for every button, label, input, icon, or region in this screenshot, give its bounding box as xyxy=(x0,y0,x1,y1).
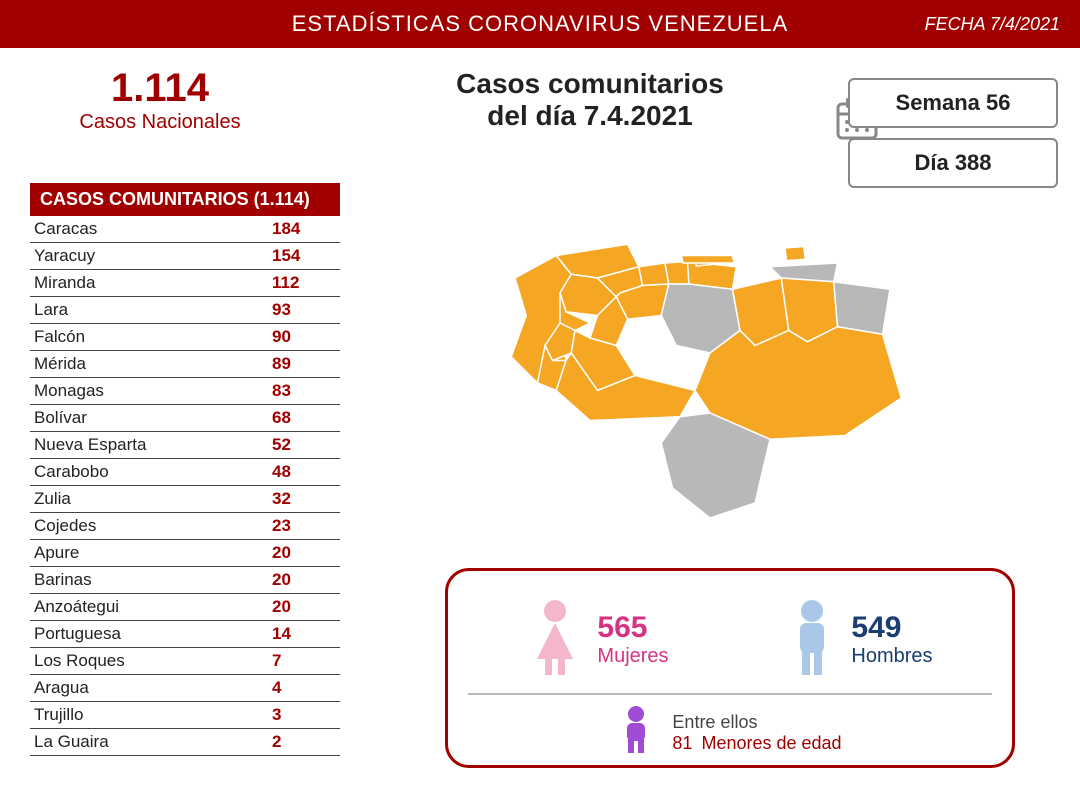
state-name: Apure xyxy=(34,543,79,563)
state-value: 20 xyxy=(272,543,332,563)
table-row: Miranda 112 xyxy=(30,270,340,297)
table-row: Monagas 83 xyxy=(30,378,340,405)
venezuela-map xyxy=(400,203,1020,533)
state-value: 7 xyxy=(272,651,332,671)
state-value: 48 xyxy=(272,462,332,482)
region-aragua xyxy=(665,262,689,285)
week-box: Semana 56 xyxy=(848,78,1058,128)
state-value: 20 xyxy=(272,597,332,617)
table-row: Portuguesa 14 xyxy=(30,621,340,648)
table-row: Cojedes 23 xyxy=(30,513,340,540)
state-name: Carabobo xyxy=(34,462,109,482)
header-title: ESTADÍSTICAS CORONAVIRUS VENEZUELA xyxy=(20,11,1060,37)
state-name: La Guaira xyxy=(34,732,109,752)
center-line2: del día 7.4.2021 xyxy=(350,100,830,132)
state-value: 23 xyxy=(272,516,332,536)
minors-text: Entre ellos 81 Menores de edad xyxy=(672,712,841,754)
minors-prefix: Entre ellos xyxy=(672,712,841,733)
cases-table: CASOS COMUNITARIOS (1.114) Caracas 184 Yar… xyxy=(30,183,340,756)
table-header: CASOS COMUNITARIOS (1.114) xyxy=(30,183,340,216)
table-row: Aragua 4 xyxy=(30,675,340,702)
minors-count: 81 xyxy=(672,733,692,753)
state-name: Cojedes xyxy=(34,516,96,536)
state-value: 112 xyxy=(272,273,332,293)
women-label: Mujeres xyxy=(597,645,668,668)
state-name: Zulia xyxy=(34,489,71,509)
women-count: 565 xyxy=(597,611,668,645)
gender-box: 565 Mujeres 549 Hombres xyxy=(445,568,1015,768)
state-name: Bolívar xyxy=(34,408,87,428)
table-row: Zulia 32 xyxy=(30,486,340,513)
table-row: Falcón 90 xyxy=(30,324,340,351)
table-row: Anzoátegui 20 xyxy=(30,594,340,621)
table-row: Nueva Esparta 52 xyxy=(30,432,340,459)
table-row: Lara 93 xyxy=(30,297,340,324)
state-name: Monagas xyxy=(34,381,104,401)
national-label: Casos Nacionales xyxy=(30,111,290,134)
minors-label: Menores de edad xyxy=(701,733,841,753)
table-row: Apure 20 xyxy=(30,540,340,567)
table-row: Barinas 20 xyxy=(30,567,340,594)
info-stack: Semana 56 Día 388 xyxy=(848,78,1058,198)
state-value: 83 xyxy=(272,381,332,401)
state-name: Mérida xyxy=(34,354,86,374)
state-value: 20 xyxy=(272,570,332,590)
header-date: FECHA 7/4/2021 xyxy=(925,14,1060,35)
center-title: Casos comunitarios del día 7.4.2021 xyxy=(350,68,830,132)
state-value: 68 xyxy=(272,408,332,428)
region-delta xyxy=(834,282,890,335)
region-vargas xyxy=(682,256,735,264)
state-value: 52 xyxy=(272,435,332,455)
state-value: 3 xyxy=(272,705,332,725)
table-row: Trujillo 3 xyxy=(30,702,340,729)
state-name: Los Roques xyxy=(34,651,125,671)
child-icon xyxy=(618,705,654,760)
table-row: Bolívar 68 xyxy=(30,405,340,432)
day-box: Día 388 xyxy=(848,138,1058,188)
state-value: 14 xyxy=(272,624,332,644)
state-value: 4 xyxy=(272,678,332,698)
men-count: 549 xyxy=(851,611,932,645)
table-row: La Guaira 2 xyxy=(30,729,340,756)
header-bar: ESTADÍSTICAS CORONAVIRUS VENEZUELA FECHA… xyxy=(0,0,1080,48)
state-name: Falcón xyxy=(34,327,85,347)
state-name: Miranda xyxy=(34,273,95,293)
state-value: 154 xyxy=(272,246,332,266)
state-name: Caracas xyxy=(34,219,97,239)
woman-icon xyxy=(527,597,583,682)
region-nueva-esparta xyxy=(785,247,805,261)
state-name: Aragua xyxy=(34,678,89,698)
state-name: Lara xyxy=(34,300,68,320)
state-value: 2 xyxy=(272,732,332,752)
national-count: 1.114 xyxy=(30,66,290,111)
table-row: Carabobo 48 xyxy=(30,459,340,486)
center-line1: Casos comunitarios xyxy=(350,68,830,100)
state-name: Barinas xyxy=(34,570,92,590)
table-row: Mérida 89 xyxy=(30,351,340,378)
state-name: Yaracuy xyxy=(34,246,95,266)
state-name: Nueva Esparta xyxy=(34,435,146,455)
table-row: Yaracuy 154 xyxy=(30,243,340,270)
state-value: 89 xyxy=(272,354,332,374)
men-label: Hombres xyxy=(851,645,932,668)
table-row: Los Roques 7 xyxy=(30,648,340,675)
state-name: Portuguesa xyxy=(34,624,121,644)
men-col: 549 Hombres xyxy=(787,597,932,682)
state-value: 184 xyxy=(272,219,332,239)
state-name: Anzoátegui xyxy=(34,597,119,617)
state-value: 32 xyxy=(272,489,332,509)
state-name: Trujillo xyxy=(34,705,83,725)
state-value: 93 xyxy=(272,300,332,320)
man-icon xyxy=(787,597,837,682)
women-col: 565 Mujeres xyxy=(527,597,668,682)
region-carabobo xyxy=(639,263,669,286)
national-cases-box: 1.114 Casos Nacionales xyxy=(30,66,290,166)
table-row: Caracas 184 xyxy=(30,216,340,243)
state-value: 90 xyxy=(272,327,332,347)
